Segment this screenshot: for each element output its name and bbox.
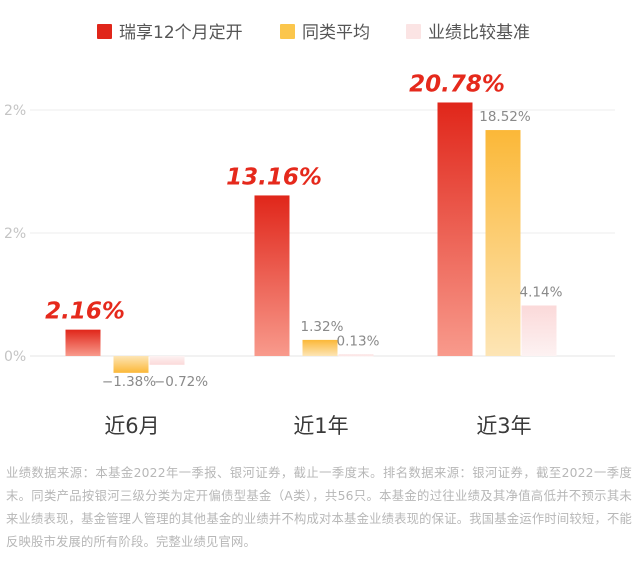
legend-label: 同类平均 [302, 23, 370, 43]
legend-swatch [97, 24, 112, 39]
bar-chart: 0% 2% 2% 瑞享12个月定开 同类平均 业绩比较基准 2.16% 13.16% 20.… [4, 23, 615, 438]
y-tick-label: 0% [4, 349, 26, 365]
chart-canvas: 0% 2% 2% 瑞享12个月定开 同类平均 业绩比较基准 2.16% 13.16% 20.… [4, 23, 615, 438]
bar-value-label: −0.72% [154, 374, 208, 390]
bar-value-label: 18.52% [479, 109, 531, 125]
bar-value-label: 4.14% [520, 284, 563, 300]
x-category-label: 近3年 [476, 414, 531, 438]
bar [302, 339, 338, 356]
bar [437, 102, 473, 356]
y-tick-label: 2% [4, 226, 26, 242]
legend-swatch [280, 24, 295, 39]
bar-value-label: 1.32% [301, 319, 344, 335]
x-category-label: 近1年 [293, 414, 348, 438]
bar [149, 356, 185, 365]
bar-value-label: −1.38% [102, 374, 156, 390]
legend-swatch [406, 24, 421, 39]
legend-label: 业绩比较基准 [428, 23, 530, 43]
legend-label: 瑞享12个月定开 [119, 23, 243, 43]
x-category-label: 近6月 [104, 414, 159, 438]
bar [65, 329, 101, 356]
bar [338, 354, 374, 357]
bar [113, 356, 149, 373]
bar-value-label: 13.16% [226, 164, 322, 190]
bar [254, 195, 290, 356]
y-tick-label: 2% [4, 103, 26, 119]
bar [521, 305, 557, 356]
bar-value-label: 0.13% [337, 333, 380, 349]
bar-value-label: 20.78% [409, 71, 505, 97]
bar-value-label: 2.16% [45, 299, 125, 325]
footnote-text: 业绩数据来源：本基金2022年一季报、银河证券，截止一季度末。排名数据来源：银河… [6, 466, 632, 549]
bar [485, 130, 521, 356]
